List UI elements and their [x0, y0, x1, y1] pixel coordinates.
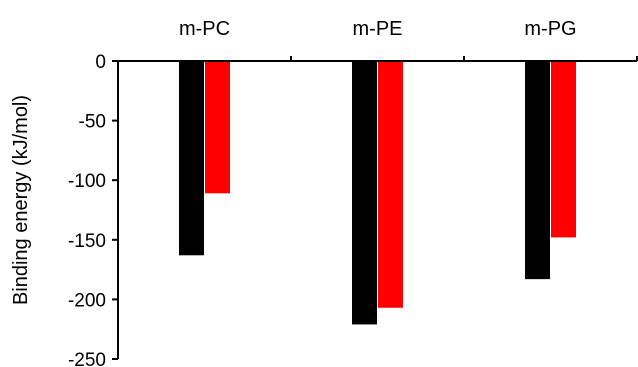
y-tick-label: -50	[79, 112, 106, 133]
y-tick-label: -200	[68, 290, 106, 311]
bar	[179, 61, 204, 256]
y-tick-label: -100	[68, 171, 106, 192]
bar	[551, 61, 576, 238]
y-tick-label: -150	[68, 231, 106, 252]
bar	[525, 61, 550, 280]
bar	[205, 61, 230, 194]
y-tick-label: -250	[68, 350, 106, 367]
bars	[179, 61, 576, 325]
y-tick-label: 0	[95, 52, 106, 73]
bar	[378, 61, 403, 308]
category-label: m-PG	[524, 18, 576, 40]
category-label: m-PC	[179, 18, 230, 40]
axes	[112, 56, 638, 360]
category-label: m-PE	[353, 18, 403, 40]
y-axis-title: Binding energy (kJ/mol)	[10, 95, 32, 305]
bar	[352, 61, 377, 325]
labels: 0 -50 -100 -150 -200 -250 m-PC m-PE m-PG	[68, 18, 577, 367]
